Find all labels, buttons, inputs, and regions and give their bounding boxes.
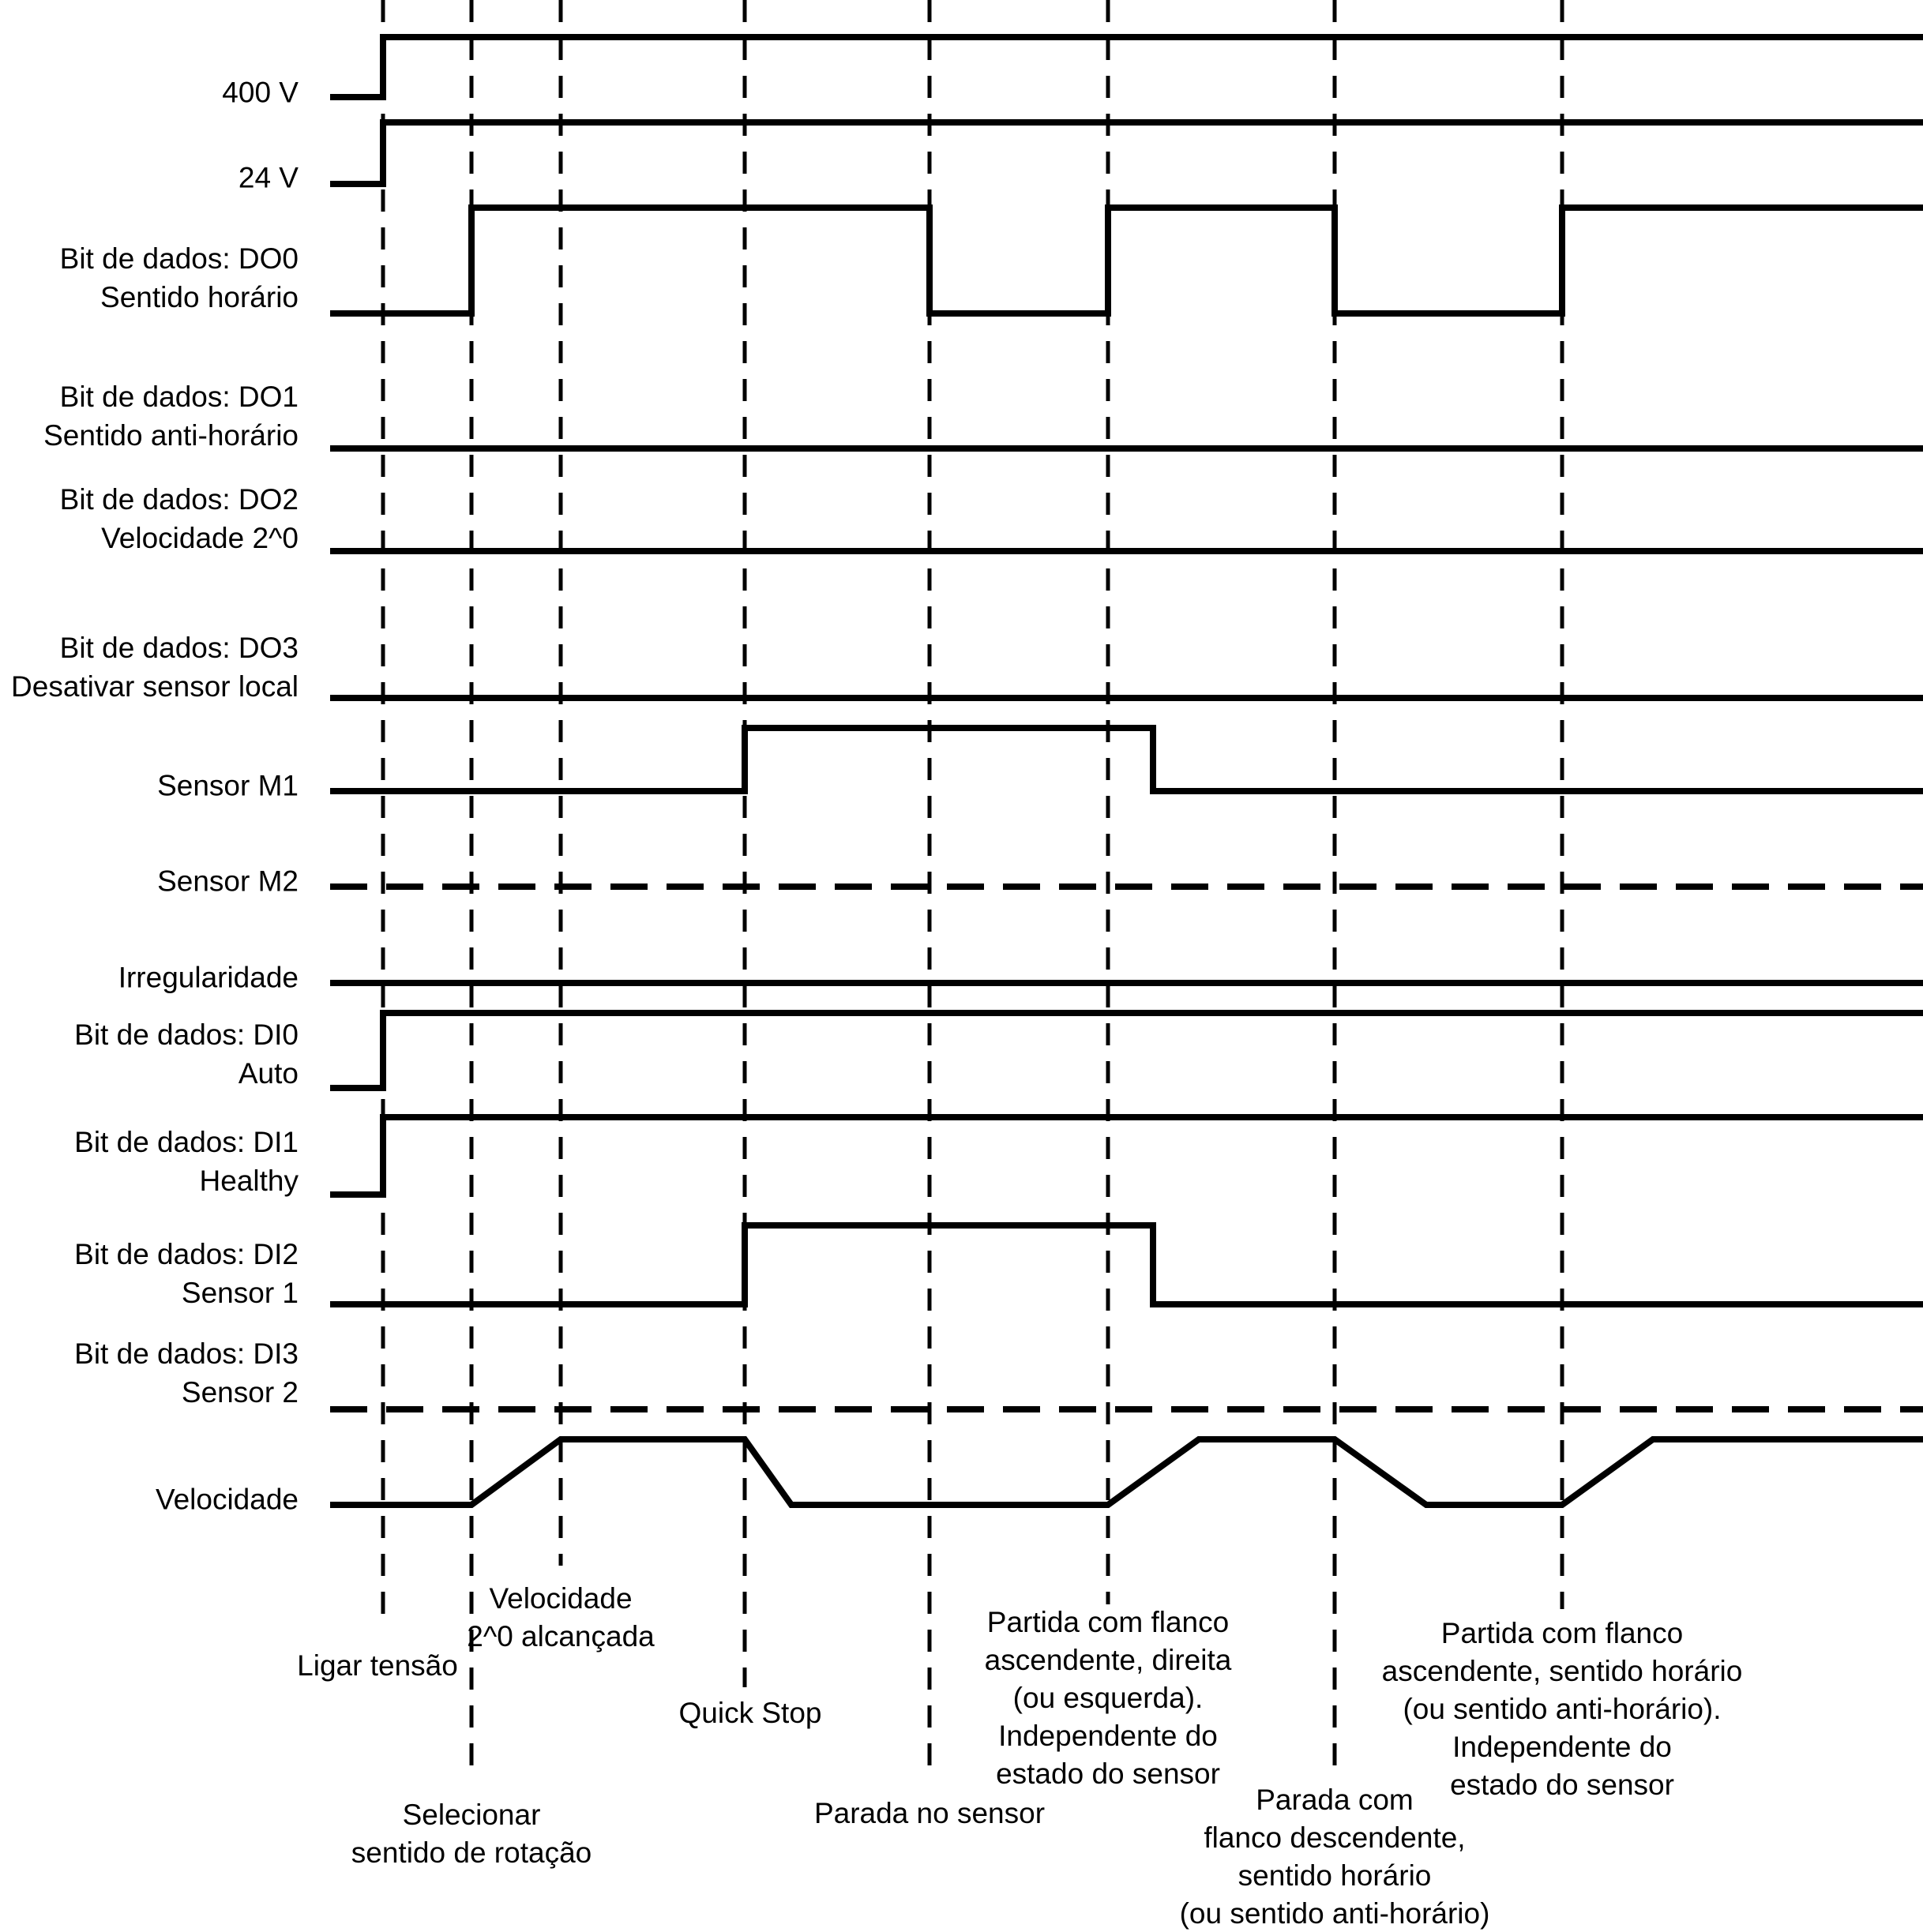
annotation-selecionar-sentido: Selecionar sentido de rotação bbox=[351, 1799, 592, 1869]
signal-label-400v: 400 V bbox=[222, 76, 299, 109]
annotation-parada-flanco-descendente: Parada com flanco descendente, sentido h… bbox=[1179, 1784, 1490, 1930]
waveform-velocidade bbox=[330, 1436, 1923, 1508]
annotation-partida-flanco-direita: Partida com flanco ascendente, direita (… bbox=[984, 1606, 1232, 1790]
waveform-di2 bbox=[330, 1222, 1923, 1307]
annotation-quick-stop: Quick Stop bbox=[678, 1697, 822, 1729]
waveform-400v bbox=[330, 34, 1923, 100]
signal-label-velocidade: Velocidade bbox=[155, 1483, 299, 1516]
annotation-partida-flanco-horario: Partida com flanco ascendente, sentido h… bbox=[1381, 1617, 1743, 1801]
signal-label-sensor-m1: Sensor M1 bbox=[157, 769, 299, 802]
signal-label-do3: Bit de dados: DO3 Desativar sensor local bbox=[11, 632, 299, 703]
signal-label-24v: 24 V bbox=[238, 161, 299, 194]
signal-label-di3: Bit de dados: DI3 Sensor 2 bbox=[74, 1337, 299, 1409]
signal-label-irregularidade: Irregularidade bbox=[118, 961, 299, 994]
waveform-24v bbox=[330, 119, 1923, 187]
signal-label-sensor-m2: Sensor M2 bbox=[157, 865, 299, 898]
annotation-ligar-tensao: Ligar tensão bbox=[297, 1649, 458, 1682]
signal-label-di2: Bit de dados: DI2 Sensor 1 bbox=[74, 1238, 299, 1309]
signal-label-di0: Bit de dados: DI0 Auto bbox=[74, 1019, 299, 1090]
waveform-di1 bbox=[330, 1114, 1923, 1198]
signal-label-do2: Bit de dados: DO2 Velocidade 2^0 bbox=[59, 483, 299, 554]
signal-label-do1: Bit de dados: DO1 Sentido anti-horário bbox=[43, 381, 299, 452]
annotation-parada-no-sensor: Parada no sensor bbox=[813, 1797, 1046, 1829]
waveform-do0 bbox=[330, 204, 1923, 317]
waveform-sensor-m1 bbox=[330, 725, 1923, 794]
signal-label-di1: Bit de dados: DI1 Healthy bbox=[74, 1126, 299, 1197]
annotation-velocidade-alcancada: Velocidade 2^0 alcançada bbox=[467, 1582, 655, 1653]
waveform-di0 bbox=[330, 1010, 1923, 1091]
signal-label-do0: Bit de dados: DO0 Sentido horário bbox=[59, 242, 299, 313]
